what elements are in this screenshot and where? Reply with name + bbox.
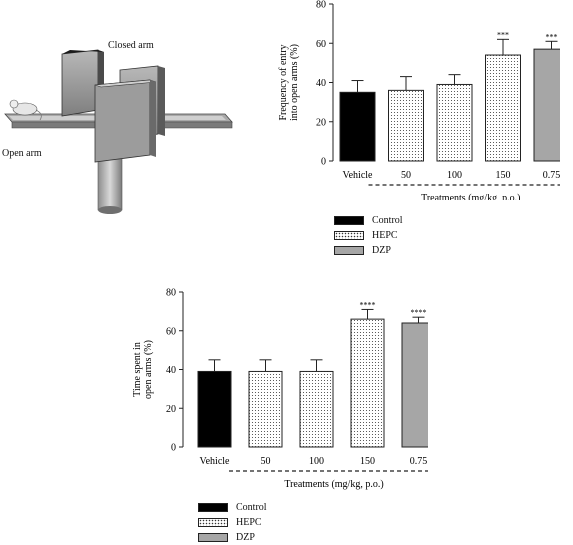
x-tick-label: 50 bbox=[401, 170, 411, 181]
bar-hepc bbox=[436, 83, 473, 162]
legend-swatch-hepc bbox=[334, 231, 364, 240]
legend-item-control: Control bbox=[334, 213, 403, 228]
x-axis-label: Treatments (mg/kg, p.o.) bbox=[284, 479, 383, 490]
maze-drawing bbox=[4, 49, 233, 214]
significance-marker: *** bbox=[546, 32, 558, 41]
y-axis-label: open arms (%) bbox=[143, 340, 154, 399]
y-axis-label: Frequency of entry bbox=[278, 44, 289, 120]
legend-item-hepc: HEPC bbox=[198, 515, 267, 530]
legend-item-hepc: HEPC bbox=[334, 228, 403, 243]
legend-label-hepc: HEPC bbox=[236, 517, 262, 528]
rat-icon bbox=[9, 99, 42, 121]
bar-hepc bbox=[248, 370, 283, 448]
open-arm-entry-chart: 0 20 40 60 80 Frequency of entry into open arm… bbox=[278, 0, 560, 200]
legend-swatch-dzp bbox=[198, 533, 228, 542]
bar-hepc bbox=[350, 318, 385, 448]
elevated-plus-maze-illustration: Closed arm Open arm bbox=[0, 30, 260, 225]
x-axis-label: Treatments (mg/kg, p.o.) bbox=[421, 193, 520, 200]
bar-dzp bbox=[401, 322, 428, 448]
y-tick-label: 0 bbox=[321, 157, 326, 168]
significance-marker: **** bbox=[411, 308, 427, 317]
closed-arm-label: Closed arm bbox=[108, 40, 154, 51]
x-tick-label: 100 bbox=[447, 170, 462, 181]
legend-swatch-hepc bbox=[198, 518, 228, 527]
legend-1: Control HEPC DZP bbox=[334, 213, 403, 258]
bar-control bbox=[197, 370, 232, 448]
bar-control bbox=[339, 91, 376, 162]
x-tick-label: 0.75 bbox=[543, 170, 560, 181]
bar-dzp bbox=[533, 48, 560, 162]
legend-item-dzp: DZP bbox=[198, 530, 267, 545]
bar-hepc bbox=[299, 370, 334, 448]
y-tick-label: 60 bbox=[166, 326, 176, 337]
y-tick-label: 0 bbox=[171, 443, 176, 454]
significance-marker: **** bbox=[360, 300, 376, 309]
legend-item-dzp: DZP bbox=[334, 243, 403, 258]
x-tick-label: Vehicle bbox=[200, 456, 231, 467]
y-tick-label: 80 bbox=[166, 288, 176, 299]
legend-2: Control HEPC DZP bbox=[198, 500, 267, 545]
x-tick-label: Vehicle bbox=[343, 170, 374, 181]
y-tick-label: 60 bbox=[316, 39, 326, 50]
legend-label-control: Control bbox=[372, 215, 403, 226]
y-axis-label: Time spent in bbox=[132, 342, 143, 397]
bar-hepc bbox=[485, 54, 521, 162]
x-tick-label: 0.75 bbox=[410, 456, 428, 467]
legend-label-dzp: DZP bbox=[236, 532, 255, 543]
legend-item-control: Control bbox=[198, 500, 267, 515]
x-tick-label: 150 bbox=[360, 456, 375, 467]
y-tick-label: 20 bbox=[166, 404, 176, 415]
open-arm-time-chart: 0 20 40 60 80 Time spent in open arms (%) Vehic… bbox=[132, 288, 428, 490]
legend-label-hepc: HEPC bbox=[372, 230, 398, 241]
bar-hepc bbox=[388, 89, 424, 162]
open-arm-label: Open arm bbox=[2, 148, 42, 159]
y-axis-label: into open arms (%) bbox=[289, 44, 300, 121]
y-tick-label: 20 bbox=[316, 117, 326, 128]
significance-marker: *** bbox=[497, 30, 509, 39]
legend-swatch-control bbox=[198, 503, 228, 512]
legend-label-control: Control bbox=[236, 502, 267, 513]
legend-label-dzp: DZP bbox=[372, 245, 391, 256]
y-tick-label: 40 bbox=[316, 78, 326, 89]
x-tick-label: 100 bbox=[309, 456, 324, 467]
legend-swatch-dzp bbox=[334, 246, 364, 255]
legend-swatch-control bbox=[334, 216, 364, 225]
y-tick-label: 80 bbox=[316, 0, 326, 11]
y-tick-label: 40 bbox=[166, 365, 176, 376]
x-tick-label: 50 bbox=[261, 456, 271, 467]
x-tick-label: 150 bbox=[496, 170, 511, 181]
